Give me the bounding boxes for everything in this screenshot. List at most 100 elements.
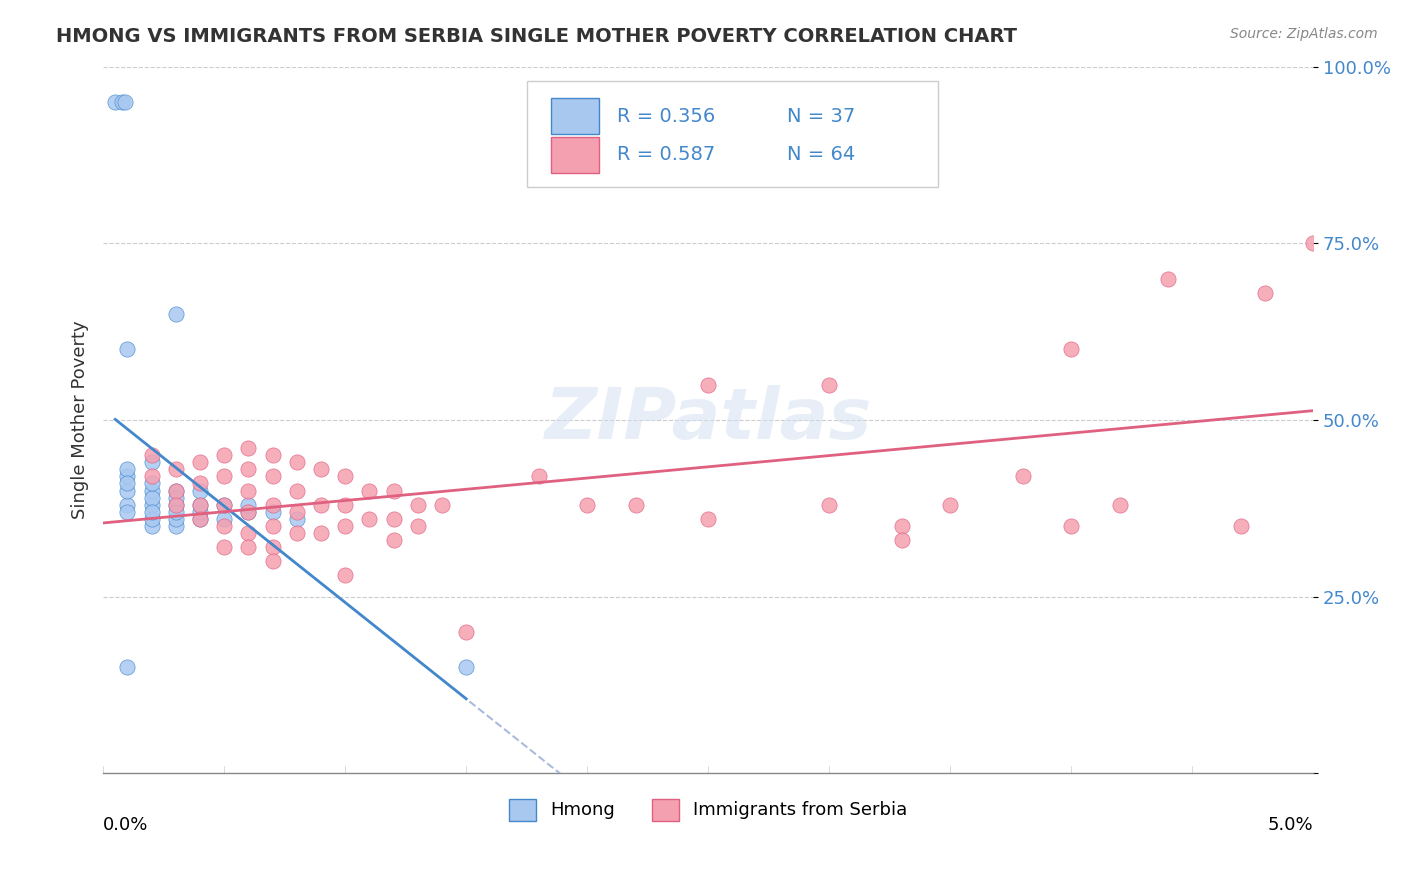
Point: [333, 568, 356, 582]
Point: [890, 533, 912, 547]
Point: [359, 483, 381, 498]
Point: [117, 498, 139, 512]
Text: N = 64: N = 64: [787, 145, 855, 164]
Point: [212, 469, 235, 483]
Point: [238, 483, 260, 498]
Point: [117, 483, 139, 498]
Point: [262, 498, 284, 512]
Point: [262, 505, 284, 519]
Point: [141, 448, 163, 462]
Point: [262, 554, 284, 568]
Text: N = 37: N = 37: [787, 106, 855, 126]
Point: [141, 505, 163, 519]
Point: [212, 540, 235, 554]
Point: [117, 343, 139, 357]
Point: [456, 660, 478, 674]
Point: [212, 448, 235, 462]
Point: [165, 307, 187, 321]
Point: [576, 498, 599, 512]
Point: [406, 519, 429, 533]
Point: [141, 455, 163, 469]
Text: Source: ZipAtlas.com: Source: ZipAtlas.com: [1230, 27, 1378, 41]
Text: 0.0%: 0.0%: [103, 815, 149, 834]
Point: [285, 512, 308, 526]
Text: ZIPatlas: ZIPatlas: [544, 385, 872, 454]
Point: [333, 519, 356, 533]
Point: [697, 377, 720, 392]
Point: [382, 483, 405, 498]
Point: [165, 491, 187, 505]
Point: [382, 512, 405, 526]
Point: [165, 483, 187, 498]
Point: [890, 519, 912, 533]
Point: [359, 512, 381, 526]
Y-axis label: Single Mother Poverty: Single Mother Poverty: [72, 320, 89, 519]
Point: [188, 505, 211, 519]
Point: [309, 462, 332, 476]
Point: [188, 512, 211, 526]
Point: [697, 512, 720, 526]
Point: [285, 483, 308, 498]
Point: [238, 441, 260, 455]
Point: [333, 469, 356, 483]
Bar: [551, 137, 599, 172]
Point: [117, 462, 139, 476]
FancyBboxPatch shape: [527, 81, 938, 186]
Point: [262, 469, 284, 483]
Point: [165, 512, 187, 526]
Point: [238, 540, 260, 554]
Point: [624, 498, 647, 512]
Point: [117, 660, 139, 674]
Point: [309, 525, 332, 540]
Point: [212, 498, 235, 512]
Point: [818, 377, 841, 392]
Point: [1060, 343, 1083, 357]
Point: [212, 498, 235, 512]
Text: HMONG VS IMMIGRANTS FROM SERBIA SINGLE MOTHER POVERTY CORRELATION CHART: HMONG VS IMMIGRANTS FROM SERBIA SINGLE M…: [56, 27, 1017, 45]
Point: [238, 505, 260, 519]
Text: R = 0.587: R = 0.587: [617, 145, 716, 164]
Point: [141, 483, 163, 498]
Point: [1011, 469, 1033, 483]
Point: [430, 498, 453, 512]
Point: [188, 512, 211, 526]
Point: [188, 476, 211, 491]
Point: [309, 498, 332, 512]
Point: [406, 498, 429, 512]
Point: [262, 540, 284, 554]
Point: [1157, 271, 1180, 285]
Point: [818, 498, 841, 512]
Point: [141, 512, 163, 526]
Point: [188, 498, 211, 512]
Text: 5.0%: 5.0%: [1268, 815, 1313, 834]
Point: [117, 505, 139, 519]
Point: [456, 624, 478, 639]
Point: [262, 519, 284, 533]
Point: [238, 498, 260, 512]
Point: [1229, 519, 1251, 533]
Point: [939, 498, 962, 512]
Point: [238, 525, 260, 540]
Point: [165, 505, 187, 519]
Point: [141, 498, 163, 512]
Point: [262, 448, 284, 462]
Text: R = 0.356: R = 0.356: [617, 106, 716, 126]
Point: [382, 533, 405, 547]
Point: [188, 455, 211, 469]
Point: [285, 525, 308, 540]
Point: [212, 512, 235, 526]
Point: [188, 483, 211, 498]
Point: [114, 95, 136, 109]
Point: [104, 95, 127, 109]
Point: [141, 469, 163, 483]
Point: [1302, 236, 1324, 251]
Point: [238, 505, 260, 519]
Point: [285, 505, 308, 519]
Point: [1060, 519, 1083, 533]
Point: [141, 519, 163, 533]
Bar: [551, 98, 599, 134]
Point: [165, 498, 187, 512]
Point: [111, 95, 134, 109]
Point: [527, 469, 550, 483]
Point: [1254, 285, 1277, 300]
